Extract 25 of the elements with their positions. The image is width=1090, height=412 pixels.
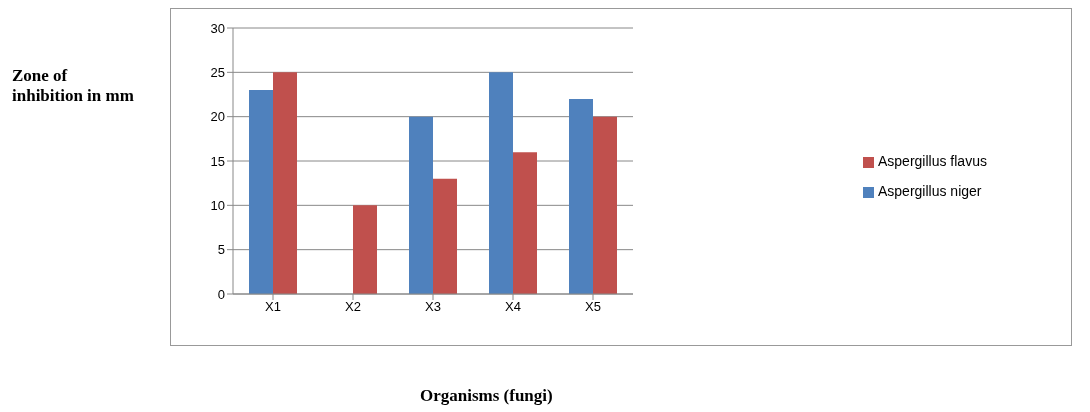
bar [489,72,513,294]
x-tick-label: X1 [265,299,281,315]
y-tick-label: 10 [210,197,225,213]
bar [593,116,617,294]
y-tick-label: 15 [210,153,225,169]
bar [353,205,377,294]
legend-label: Aspergillus niger [878,183,982,199]
x-tick-label: X3 [425,299,441,315]
y-tick-label: 0 [217,286,225,302]
y-tick-label: 20 [210,109,225,125]
x-axis-title: Organisms (fungi) [420,386,553,406]
bar [249,90,273,294]
y-tick-label: 30 [210,20,225,36]
bar [273,72,297,294]
bar [513,152,537,294]
y-axis-title: Zone of inhibition in mm [12,66,135,106]
legend-label: Aspergillus flavus [878,153,987,169]
x-tick-label: X5 [585,299,601,315]
bar [569,98,593,294]
y-tick-label: 25 [210,64,225,80]
x-tick-label: X4 [505,299,521,315]
bar [409,116,433,294]
y-tick-label: 5 [217,242,225,258]
x-tick-label: X2 [345,299,361,315]
bar [433,178,457,294]
